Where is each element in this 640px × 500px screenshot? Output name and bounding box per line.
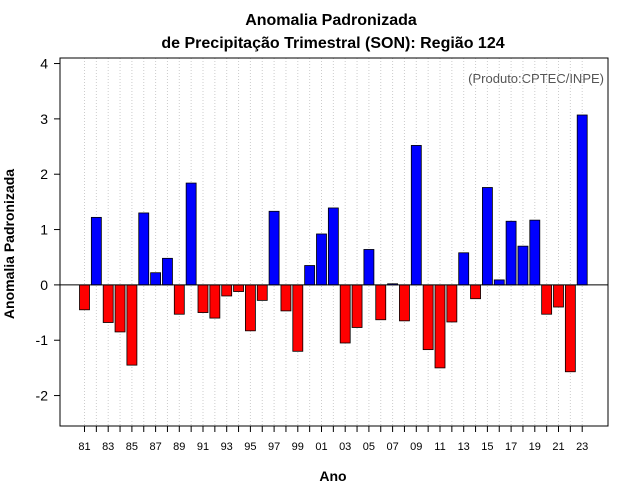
y-tick-label-0: -2: [36, 388, 49, 404]
x-tick-label-07: 07: [386, 441, 398, 453]
bar-86: [138, 212, 150, 286]
y-tick-label-4: 2: [40, 166, 48, 182]
bar-19: [529, 219, 541, 286]
y-tick-label-3: 1: [40, 222, 48, 238]
x-tick-label-91: 91: [197, 441, 209, 453]
bar-09: [410, 145, 422, 286]
bar-06: [375, 284, 387, 321]
x-tick-label-99: 99: [292, 441, 304, 453]
bar-20: [541, 284, 553, 315]
bar-10: [422, 284, 434, 351]
x-tick-label-17: 17: [505, 441, 517, 453]
bar-22: [564, 284, 576, 373]
bar-11: [434, 284, 446, 369]
x-axis-label: Ano: [319, 468, 346, 484]
bars-layer: [79, 114, 588, 373]
bar-23: [576, 114, 588, 286]
x-tick-label-01: 01: [315, 441, 327, 453]
bar-01: [316, 233, 327, 286]
bar-90: [185, 182, 197, 286]
bar-16: [493, 279, 505, 286]
x-tick-label-19: 19: [529, 441, 541, 453]
bar-95: [244, 284, 256, 332]
bar-98: [280, 284, 292, 312]
x-tick-label-15: 15: [481, 441, 493, 453]
bar-85: [126, 284, 138, 366]
bar-87: [150, 272, 162, 286]
bar-00: [304, 265, 316, 286]
x-tick-label-85: 85: [126, 441, 138, 453]
bar-05: [363, 249, 375, 286]
bar-82: [90, 216, 102, 286]
bar-92: [209, 284, 221, 319]
x-tick-label-05: 05: [363, 441, 375, 453]
x-tick-label-13: 13: [458, 441, 470, 453]
x-tick-label-93: 93: [221, 441, 233, 453]
y-tick-label-6: 4: [40, 56, 48, 72]
bar-99: [292, 284, 304, 352]
x-tick-label-21: 21: [552, 441, 564, 453]
bar-08: [399, 284, 410, 322]
bar-84: [114, 284, 126, 333]
x-tick-label-23: 23: [576, 441, 588, 453]
chart-title-line1: Anomalia Padronizada: [245, 12, 417, 29]
plot-frame: [59, 57, 609, 427]
bar-97: [268, 210, 280, 286]
bar-15: [481, 187, 493, 286]
y-tick-label-2: 0: [40, 277, 48, 293]
bar-04: [351, 284, 363, 328]
bar-03: [339, 284, 351, 344]
bar-81: [79, 284, 90, 311]
bar-96: [256, 284, 268, 301]
bar-88: [162, 257, 173, 286]
bar-93: [221, 284, 233, 297]
bar-18: [517, 245, 529, 286]
y-tick-label-5: 3: [40, 111, 48, 127]
y-axis-label: Anomalia Padronizada: [1, 169, 17, 319]
bar-21: [553, 284, 564, 308]
x-tick-label-11: 11: [434, 441, 445, 453]
bar-12: [446, 284, 458, 323]
x-tick-label-89: 89: [173, 441, 185, 453]
bar-89: [173, 284, 185, 315]
bar-13: [458, 252, 470, 286]
bar-83: [102, 284, 114, 323]
bar-02: [327, 207, 339, 286]
x-tick-label-09: 09: [410, 441, 422, 453]
bar-91: [197, 284, 209, 313]
chart-title-line2: de Precipitação Trimestral (SON): Região…: [161, 35, 504, 52]
chart-credit: (Produto:CPTEC/INPE): [468, 71, 604, 86]
x-tick-label-03: 03: [339, 441, 351, 453]
x-tick-label-81: 81: [78, 441, 90, 453]
x-tick-label-83: 83: [102, 441, 114, 453]
x-tick-label-87: 87: [149, 441, 161, 453]
bar-17: [505, 220, 517, 286]
y-tick-label-1: -1: [36, 332, 49, 348]
bar-94: [233, 284, 244, 292]
x-tick-label-95: 95: [244, 441, 256, 453]
bar-14: [470, 284, 481, 300]
x-tick-label-97: 97: [268, 441, 280, 453]
